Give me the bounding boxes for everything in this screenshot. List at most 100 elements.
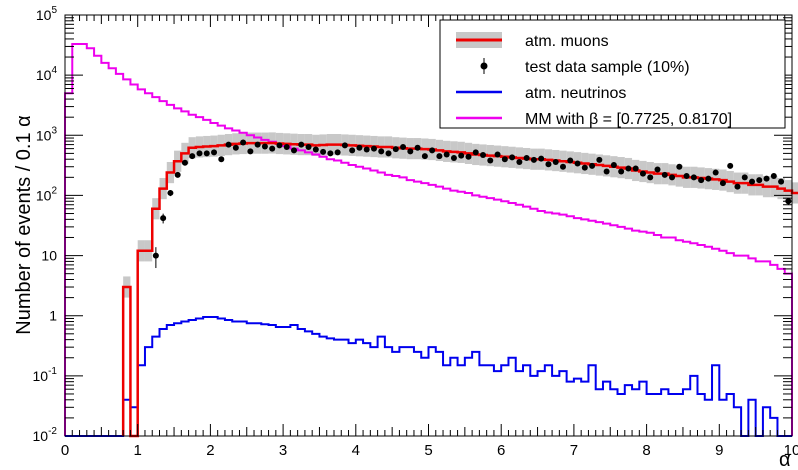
data-point	[465, 153, 472, 160]
data-point	[458, 152, 465, 159]
data-point	[174, 171, 181, 178]
data-point	[705, 175, 712, 182]
data-point	[378, 148, 385, 155]
data-point	[494, 151, 501, 158]
x-tick-label: 6	[497, 442, 505, 459]
data-point	[734, 183, 741, 190]
data-point	[436, 153, 443, 160]
y-tick-label: 104	[36, 65, 58, 83]
data-point	[516, 158, 523, 165]
x-axis-label: α	[779, 449, 791, 470]
x-tick-label: 2	[206, 442, 214, 459]
x-tick-label: 4	[352, 442, 360, 459]
data-point	[225, 141, 232, 148]
x-tick-label: 0	[61, 442, 69, 459]
data-point	[778, 178, 785, 185]
data-point	[181, 159, 188, 166]
data-point	[727, 162, 734, 169]
neutrino-histogram	[65, 316, 792, 437]
data-point	[152, 252, 159, 259]
y-tick-label: 10	[41, 248, 57, 264]
x-tick-label: 7	[570, 442, 578, 459]
data-points	[152, 139, 792, 269]
data-point	[327, 150, 334, 157]
data-point	[530, 156, 537, 163]
data-point	[443, 151, 450, 158]
data-point	[712, 169, 719, 176]
data-point	[574, 160, 581, 167]
data-point	[749, 178, 756, 185]
data-point	[501, 156, 508, 163]
data-point	[567, 157, 574, 164]
data-point	[363, 146, 370, 153]
data-point	[756, 177, 763, 184]
y-tick-label: 102	[36, 185, 58, 203]
data-point	[552, 158, 559, 165]
series-layer	[64, 42, 798, 438]
data-point	[240, 139, 247, 146]
data-point	[385, 150, 392, 157]
data-point	[603, 168, 610, 175]
data-point	[320, 148, 327, 155]
data-point	[581, 164, 588, 171]
legend-data-marker	[480, 62, 488, 70]
x-tick-label: 8	[642, 442, 650, 459]
y-tick-label: 10-2	[33, 426, 58, 444]
data-point	[312, 146, 319, 153]
data-point	[509, 154, 516, 161]
data-point	[487, 157, 494, 164]
data-point	[298, 141, 305, 148]
data-point	[632, 165, 639, 172]
data-point	[189, 153, 196, 160]
data-point	[283, 143, 290, 150]
data-point	[291, 147, 298, 154]
data-point	[639, 170, 646, 177]
data-point	[232, 144, 239, 151]
legend-label: MM with β = [0.7725, 0.8170]	[525, 111, 732, 128]
x-tick-label: 1	[134, 442, 142, 459]
y-tick-label: 10-1	[33, 366, 58, 384]
data-point	[741, 174, 748, 181]
data-point	[610, 162, 617, 169]
x-tick-label: 9	[715, 442, 723, 459]
data-point	[538, 155, 545, 162]
data-point	[429, 147, 436, 154]
data-point	[218, 156, 225, 163]
data-point	[167, 189, 174, 196]
legend-label: atm. neutrinos	[525, 85, 626, 102]
data-point	[676, 163, 683, 170]
data-point	[450, 154, 457, 161]
mm-histogram	[64, 42, 793, 436]
data-point	[269, 145, 276, 152]
data-point	[407, 148, 414, 155]
x-tick-label: 10	[784, 442, 798, 459]
data-point	[545, 161, 552, 168]
data-point	[203, 150, 210, 157]
data-point	[480, 152, 487, 159]
data-point	[647, 174, 654, 181]
data-point	[698, 177, 705, 184]
data-point	[690, 174, 697, 181]
data-point	[683, 173, 690, 180]
data-point	[596, 156, 603, 163]
data-point	[654, 166, 661, 173]
data-point	[414, 144, 421, 151]
data-point	[211, 149, 218, 156]
data-point	[254, 141, 261, 148]
y-tick-label: 105	[36, 5, 58, 23]
y-tick-label: 1	[49, 308, 57, 324]
y-axis-label: Number of events / 0.1 α	[13, 115, 35, 334]
data-point	[763, 175, 770, 182]
data-point	[349, 147, 356, 154]
legend: atm. muons test data sample (10%) atm. neu…	[439, 19, 786, 129]
x-tick-label: 3	[279, 442, 287, 459]
data-point	[392, 146, 399, 153]
data-point	[334, 149, 341, 156]
data-point	[356, 144, 363, 151]
data-point	[421, 153, 428, 160]
data-point	[669, 174, 676, 181]
data-point	[370, 145, 377, 152]
data-point	[160, 215, 167, 222]
data-point	[523, 154, 530, 161]
muon-histogram	[121, 141, 798, 438]
